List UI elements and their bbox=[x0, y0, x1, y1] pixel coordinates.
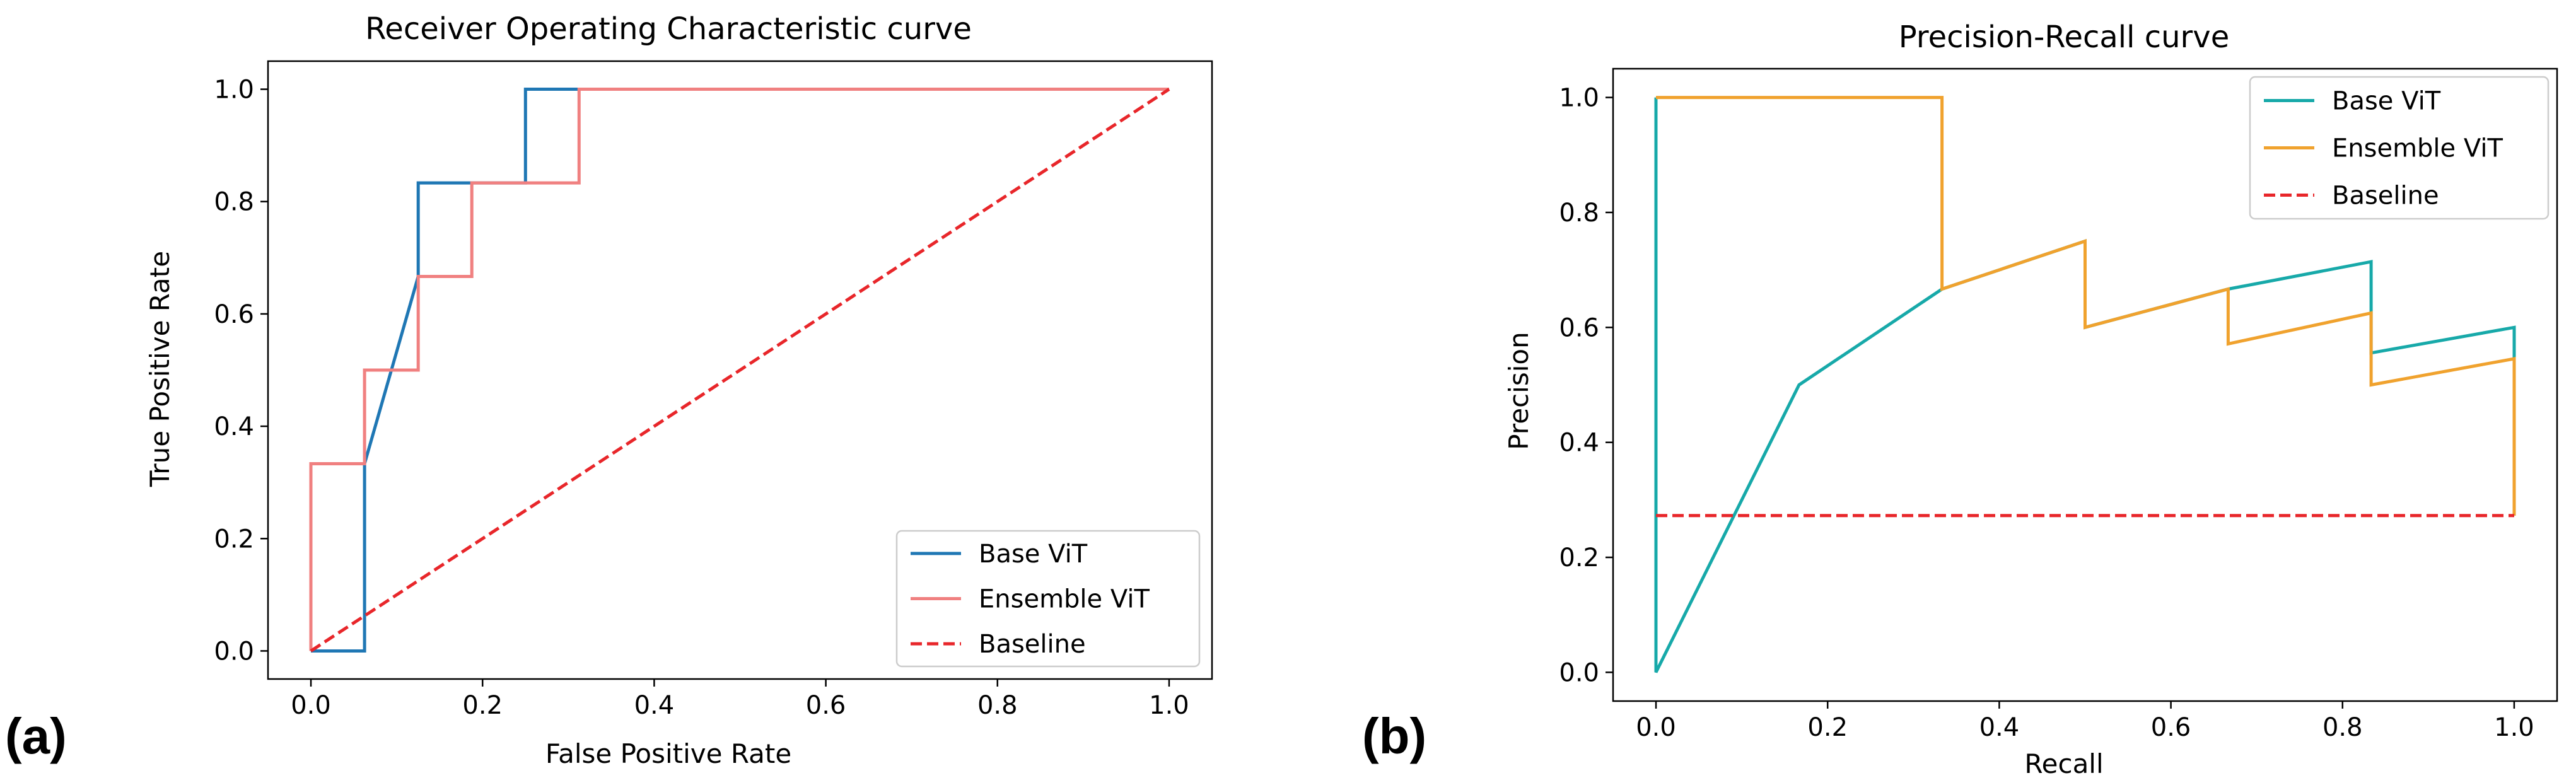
roc-y-tick-label: 0.0 bbox=[214, 637, 254, 666]
pr-ticks: 0.0 0.2 0.4 0.6 0.8 1.0 0.0 0.2 0.4 0.6 0.8 1.0 bbox=[1559, 84, 2534, 742]
pr-y-tick-label: 0.2 bbox=[1559, 543, 1599, 572]
roc-y-tick-label: 0.4 bbox=[214, 412, 254, 441]
roc-chart-title: Receiver Operating Characteristic curve bbox=[365, 11, 972, 47]
roc-series-base-vit bbox=[311, 88, 1169, 653]
roc-y-tick-label: 1.0 bbox=[214, 76, 254, 105]
pr-y-tick-label: 0.0 bbox=[1559, 658, 1599, 687]
roc-legend: Base ViT Ensemble ViT Baseline bbox=[895, 530, 1201, 668]
pr-y-tick-label: 0.4 bbox=[1559, 429, 1599, 458]
pr-chart: Precision-Recall curve Recall Precision … bbox=[1503, 20, 2558, 778]
roc-y-axis-label: True Positive Rate bbox=[144, 251, 175, 487]
roc-y-tick-label: 0.8 bbox=[214, 188, 254, 217]
pr-legend-label: Ensemble ViT bbox=[2332, 134, 2503, 163]
pr-y-tick-label: 1.0 bbox=[1559, 84, 1599, 113]
roc-x-tick-label: 0.6 bbox=[806, 691, 846, 720]
pr-y-tick-label: 0.6 bbox=[1559, 313, 1599, 342]
roc-ticks: 0.0 0.2 0.4 0.6 0.8 1.0 0.0 0.2 0.4 0.6 0.8 1.0 bbox=[214, 76, 1189, 720]
pr-legend-label: Baseline bbox=[2332, 182, 2439, 211]
roc-x-tick-label: 0.8 bbox=[977, 691, 1018, 720]
pr-series-ensemble-vit bbox=[1656, 96, 2516, 516]
panel-label-b: (b) bbox=[1362, 708, 1426, 764]
pr-x-tick-label: 0.6 bbox=[2151, 713, 2191, 742]
roc-x-tick-label: 0.4 bbox=[634, 691, 675, 720]
roc-x-tick-label: 0.0 bbox=[291, 691, 331, 720]
roc-legend-box bbox=[895, 530, 1201, 668]
pr-x-tick-label: 0.0 bbox=[1636, 713, 1676, 742]
pr-x-axis-label: Recall bbox=[2024, 748, 2103, 778]
pr-y-axis-label: Precision bbox=[1503, 332, 1534, 450]
roc-series-baseline bbox=[310, 88, 1170, 653]
roc-legend-label: Baseline bbox=[979, 630, 1086, 659]
roc-series-ensemble-vit bbox=[309, 88, 1169, 651]
roc-y-tick-label: 0.2 bbox=[214, 525, 254, 554]
pr-x-tick-label: 0.2 bbox=[1807, 713, 1848, 742]
pr-y-tick-label: 0.8 bbox=[1559, 199, 1599, 228]
pr-series bbox=[1654, 96, 2516, 673]
pr-chart-title: Precision-Recall curve bbox=[1899, 20, 2229, 55]
roc-y-tick-label: 0.6 bbox=[214, 300, 254, 329]
pr-x-tick-label: 1.0 bbox=[2494, 713, 2534, 742]
pr-x-tick-label: 0.8 bbox=[2322, 713, 2363, 742]
roc-plot-frame bbox=[267, 60, 1213, 680]
pr-legend-label: Base ViT bbox=[2332, 87, 2441, 116]
roc-legend-label: Ensemble ViT bbox=[979, 585, 1150, 614]
panel-label-a: (a) bbox=[5, 708, 67, 764]
pr-legend: Base ViT Ensemble ViT Baseline bbox=[2249, 76, 2550, 220]
pr-x-tick-label: 0.4 bbox=[1979, 713, 2020, 742]
roc-chart: Receiver Operating Characteristic curve … bbox=[144, 11, 1213, 769]
roc-legend-label: Base ViT bbox=[979, 540, 1088, 569]
roc-series bbox=[309, 88, 1170, 653]
roc-x-tick-label: 1.0 bbox=[1149, 691, 1189, 720]
roc-x-tick-label: 0.2 bbox=[462, 691, 503, 720]
roc-x-axis-label: False Positive Rate bbox=[545, 738, 791, 769]
pr-legend-box bbox=[2249, 76, 2550, 220]
pr-plot-frame bbox=[1612, 67, 2558, 702]
